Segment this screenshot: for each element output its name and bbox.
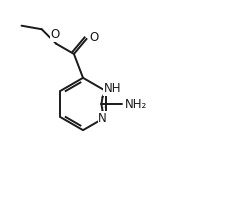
Text: NH₂: NH₂: [125, 98, 147, 110]
Text: O: O: [50, 28, 59, 41]
Text: O: O: [88, 31, 98, 44]
Text: N: N: [98, 112, 106, 125]
Text: NH: NH: [103, 82, 121, 95]
